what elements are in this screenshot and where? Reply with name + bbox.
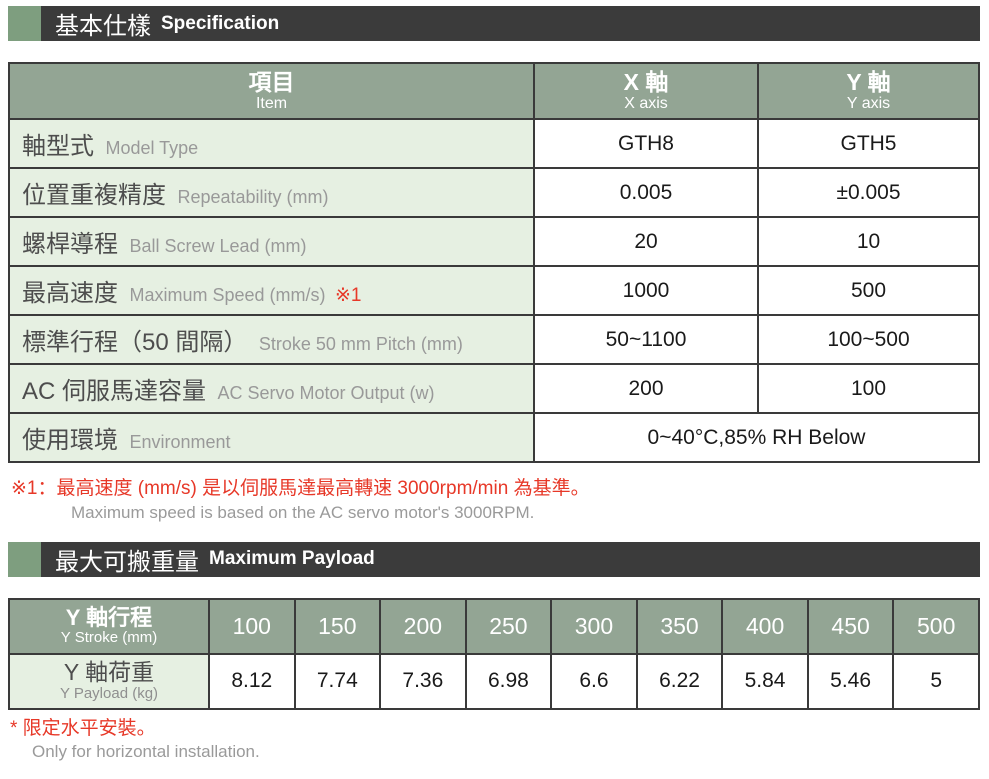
- spec-col-item: 項目 Item: [8, 62, 535, 120]
- green-accent-square: [8, 6, 41, 41]
- row-label-zh: 軸型式: [22, 133, 94, 160]
- stroke-value: 150: [293, 597, 382, 655]
- stroke-value: 450: [806, 597, 895, 655]
- row-label-en: Ball Screw Lead (mm): [129, 236, 307, 256]
- spec-col-y-axis: Y 軸 Y axis: [757, 62, 980, 120]
- row-label: 螺桿導程 Ball Screw Lead (mm): [8, 216, 535, 267]
- spec-row-environment: 使用環境 Environment 0~40°C,85% RH Below: [8, 412, 980, 463]
- payload-value: 6.22: [635, 652, 724, 710]
- payload-value: 7.74: [293, 652, 382, 710]
- row-label-en: Maximum Speed (mm/s): [129, 285, 326, 305]
- stroke-value: 300: [550, 597, 638, 655]
- spec-row-maximum-speed: 最高速度 Maximum Speed (mm/s) ※1 1000 500: [8, 265, 980, 316]
- spec-header-row: 項目 Item X 軸 X axis Y 軸 Y axis: [8, 62, 980, 120]
- payload-value: 5: [892, 652, 980, 710]
- row-label-zh: 使用環境: [22, 427, 118, 454]
- value-x: 50~1100: [533, 314, 759, 365]
- value-y: GTH5: [757, 118, 980, 169]
- payload-value: 5.46: [806, 652, 895, 710]
- spec-col-y-zh: Y 軸: [846, 68, 891, 95]
- payload-title-zh: 最大可搬重量: [55, 548, 199, 576]
- spec-col-item-en: Item: [255, 95, 288, 113]
- spec-row-ball-screw-lead: 螺桿導程 Ball Screw Lead (mm) 20 10: [8, 216, 980, 267]
- value-x: 1000: [533, 265, 759, 316]
- spec-col-x-en: X axis: [624, 95, 668, 113]
- payload-title-en: Maximum Payload: [209, 548, 375, 570]
- stroke-label-en: Y Stroke (mm): [60, 629, 158, 647]
- stroke-value: 200: [379, 597, 467, 655]
- row-label-zh: 位置重複精度: [22, 182, 166, 209]
- value-x: 20: [533, 216, 759, 267]
- payload-value: 6.6: [550, 652, 638, 710]
- payload-weight-row: Y 軸荷重 Y Payload (kg) 8.12 7.74 7.36 6.98…: [8, 652, 980, 710]
- spec-row-model-type: 軸型式 Model Type GTH8 GTH5: [8, 118, 980, 169]
- row-label: 位置重複精度 Repeatability (mm): [8, 167, 535, 218]
- value-y: ±0.005: [757, 167, 980, 218]
- stroke-label-zh: Y 軸行程: [65, 604, 153, 630]
- stroke-value: 400: [721, 597, 809, 655]
- row-label-en: Stroke 50 mm Pitch (mm): [258, 334, 463, 354]
- payload-footnote-zh: * 限定水平安裝。: [10, 717, 156, 739]
- footnote-ref-mark: ※1: [334, 285, 362, 306]
- row-label-en: AC Servo Motor Output (w): [217, 383, 435, 403]
- spec-col-x-zh: X 軸: [623, 68, 669, 95]
- stroke-row-label: Y 軸行程 Y Stroke (mm): [8, 597, 210, 655]
- value-y: 100: [757, 363, 980, 414]
- row-label-en: Model Type: [105, 138, 199, 158]
- payload-footnote-en: Only for horizontal installation.: [32, 742, 260, 762]
- value-x: 0.005: [533, 167, 759, 218]
- value-x: GTH8: [533, 118, 759, 169]
- green-accent-square: [8, 541, 41, 577]
- row-label-zh: AC 伺服馬達容量: [22, 378, 207, 405]
- row-label-zh: 標準行程（50 間隔）: [22, 329, 248, 356]
- payload-footnote: * 限定水平安裝。 Only for horizontal installati…: [8, 716, 980, 765]
- stroke-value: 350: [635, 597, 724, 655]
- spec-footnote-zh: ※1：最高速度 (mm/s) 是以伺服馬達最高轉速 3000rpm/min 為基…: [11, 478, 590, 499]
- row-label: 使用環境 Environment: [8, 412, 535, 463]
- payload-value: 7.36: [379, 652, 467, 710]
- row-label-en: Repeatability (mm): [177, 187, 329, 207]
- payload-title-bar: 最大可搬重量 Maximum Payload: [41, 541, 980, 577]
- spec-col-item-zh: 項目: [248, 68, 295, 95]
- spec-col-y-en: Y axis: [846, 95, 891, 113]
- payload-table: Y 軸行程 Y Stroke (mm) 100 150 200 250 300 …: [8, 597, 980, 710]
- spec-section-header: 基本仕樣 Specification: [8, 6, 980, 41]
- stroke-value: 500: [892, 597, 980, 655]
- row-label-zh: 最高速度: [22, 280, 118, 307]
- spec-footnote: ※1：最高速度 (mm/s) 是以伺服馬達最高轉速 3000rpm/min 為基…: [8, 476, 980, 525]
- payload-section-header: 最大可搬重量 Maximum Payload: [8, 541, 980, 577]
- payload-value: 8.12: [208, 652, 296, 710]
- row-label-en: Environment: [129, 432, 231, 452]
- payload-row-label: Y 軸荷重 Y Payload (kg): [8, 652, 210, 710]
- stroke-value: 100: [208, 597, 296, 655]
- row-label: 最高速度 Maximum Speed (mm/s) ※1: [8, 265, 535, 316]
- row-label: AC 伺服馬達容量 AC Servo Motor Output (w): [8, 363, 535, 414]
- spec-title-zh: 基本仕樣: [55, 13, 151, 40]
- payload-value: 6.98: [464, 652, 553, 710]
- payload-value: 5.84: [721, 652, 809, 710]
- payload-stroke-row: Y 軸行程 Y Stroke (mm) 100 150 200 250 300 …: [8, 597, 980, 655]
- payload-label-en: Y Payload (kg): [59, 685, 159, 703]
- value-xy-span: 0~40°C,85% RH Below: [533, 412, 980, 463]
- spec-title-en: Specification: [161, 12, 280, 34]
- spec-footnote-en: Maximum speed is based on the AC servo m…: [71, 502, 535, 522]
- row-label: 標準行程（50 間隔） Stroke 50 mm Pitch (mm): [8, 314, 535, 365]
- stroke-value: 250: [464, 597, 553, 655]
- spec-col-x-axis: X 軸 X axis: [533, 62, 759, 120]
- row-label: 軸型式 Model Type: [8, 118, 535, 169]
- value-y: 100~500: [757, 314, 980, 365]
- value-y: 500: [757, 265, 980, 316]
- spec-row-repeatability: 位置重複精度 Repeatability (mm) 0.005 ±0.005: [8, 167, 980, 218]
- spec-table: 項目 Item X 軸 X axis Y 軸 Y axis 軸型式 Model …: [8, 62, 980, 463]
- spec-title-bar: 基本仕樣 Specification: [41, 6, 980, 41]
- spec-row-stroke: 標準行程（50 間隔） Stroke 50 mm Pitch (mm) 50~1…: [8, 314, 980, 365]
- spec-row-servo-motor-output: AC 伺服馬達容量 AC Servo Motor Output (w) 200 …: [8, 363, 980, 414]
- row-label-zh: 螺桿導程: [22, 231, 118, 258]
- value-y: 10: [757, 216, 980, 267]
- payload-label-zh: Y 軸荷重: [63, 658, 155, 685]
- value-x: 200: [533, 363, 759, 414]
